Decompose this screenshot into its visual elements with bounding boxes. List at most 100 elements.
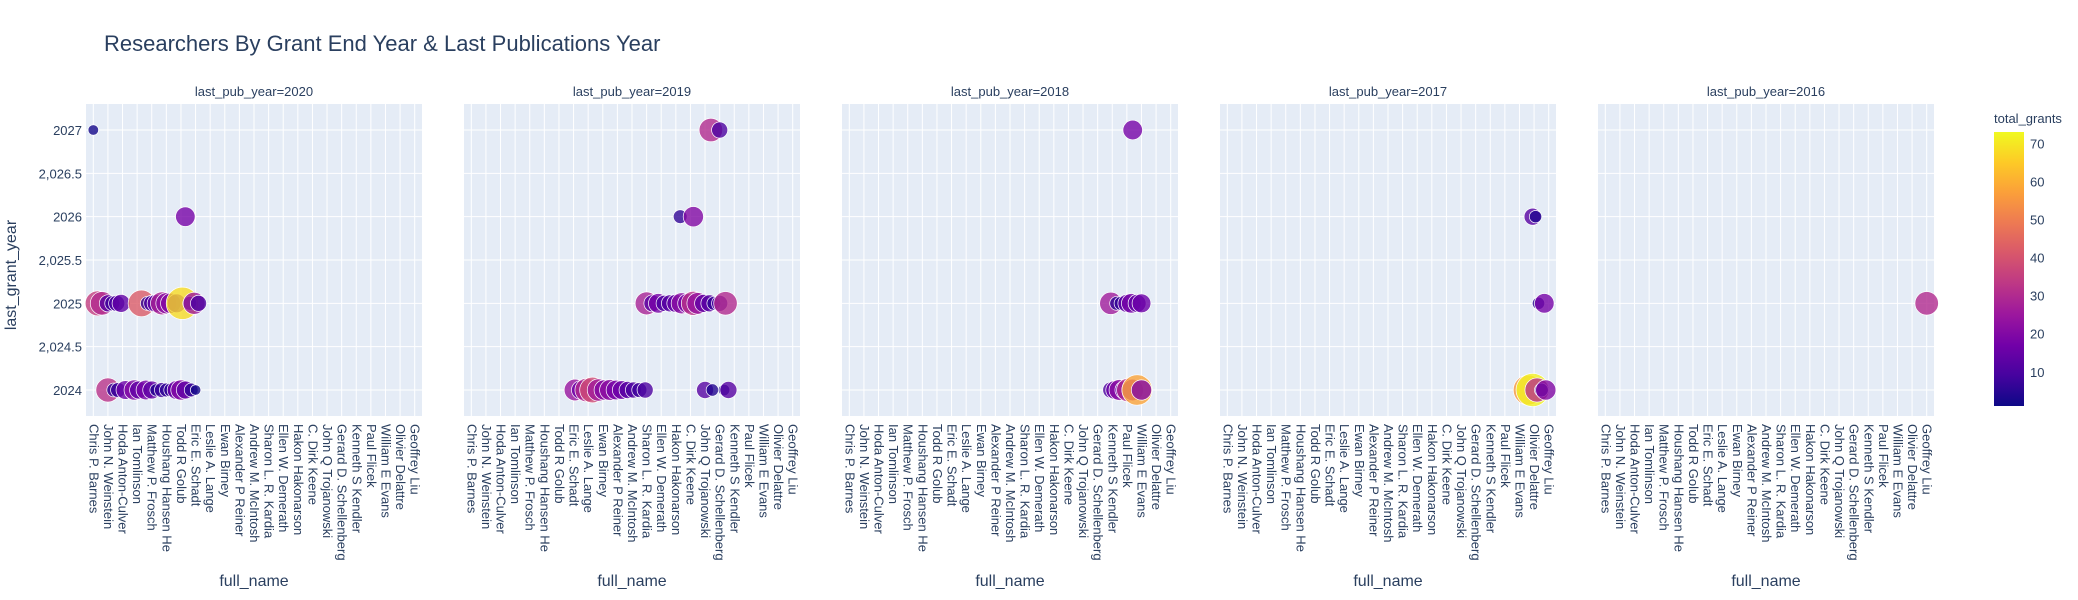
- data-point: [190, 294, 207, 312]
- x-tick-label: John Q Trojanowski: [1076, 424, 1091, 538]
- facet-panel: last_pub_year=2017 Chris P. Barnes John N.…: [1220, 84, 1557, 590]
- data-point: [1535, 379, 1557, 401]
- x-tick-label: Chris P. Barnes: [86, 424, 101, 514]
- x-axis-title: full_name: [1731, 573, 1800, 590]
- x-tick-label: Leslie A. Lange: [581, 424, 596, 513]
- x-tick-label: Geoffrey Liu: [1164, 424, 1179, 495]
- facet-title: last_pub_year=2017: [1329, 84, 1447, 99]
- x-tick-label: John N. Weinstein: [101, 424, 116, 529]
- data-point: [1534, 293, 1555, 314]
- data-point: [175, 206, 196, 227]
- x-tick-label: Alexander P Reiner: [1744, 424, 1759, 537]
- x-tick-label: Leslie A. Lange: [1715, 424, 1730, 513]
- x-tick-label: Sharon L. R. Kardia: [640, 424, 655, 539]
- x-tick-label: William E Evans: [378, 424, 393, 518]
- facet-title: last_pub_year=2018: [951, 84, 1069, 99]
- x-tick-label: Leslie A. Lange: [959, 424, 974, 513]
- x-tick-label: Hakon Hakonarson: [1425, 424, 1440, 535]
- x-tick-label: Gerard D. Schellenberg: [1091, 424, 1106, 561]
- y-tick-label: 2026: [53, 210, 82, 225]
- x-tick-label: Kenneth S Kendler: [1483, 424, 1498, 534]
- x-tick-label: C. Dirk Keene: [305, 424, 320, 505]
- x-tick-label: Ian Tomlinson: [1642, 424, 1657, 504]
- x-tick-label: Ewan Birney: [974, 424, 989, 497]
- x-tick-label: William E Evans: [1512, 424, 1527, 518]
- x-tick-label: Geoffrey Liu: [408, 424, 423, 495]
- x-tick-label: C. Dirk Keene: [1817, 424, 1832, 505]
- x-tick-label: Gerard D. Schellenberg: [1469, 424, 1484, 561]
- x-tick-label: William E Evans: [1890, 424, 1905, 518]
- x-tick-label: John Q Trojanowski: [698, 424, 713, 538]
- x-tick-label: Eric E. Schadt: [189, 424, 204, 507]
- x-tick-label: Hoda Anton-Culver: [872, 424, 887, 535]
- x-tick-label: Paul Flicek: [1876, 424, 1891, 488]
- x-tick-label: Andrew M. McIntosh: [1381, 424, 1396, 543]
- data-point: [189, 384, 202, 396]
- x-tick-label: Matthew P. Frosch: [523, 424, 538, 531]
- x-tick-label: Gerard D. Schellenberg: [1847, 424, 1862, 561]
- colorbar-tick-label: 40: [2030, 251, 2044, 266]
- x-tick-label: Matthew P. Frosch: [145, 424, 160, 531]
- x-tick-label: Hakon Hakonarson: [669, 424, 684, 535]
- x-tick-label: Hakon Hakonarson: [1803, 424, 1818, 535]
- x-tick-label: Ian Tomlinson: [508, 424, 523, 504]
- chart-title: Researchers By Grant End Year & Last Pub…: [104, 31, 660, 56]
- x-tick-label: Todd R Golub: [174, 424, 189, 504]
- x-tick-label: Todd R Golub: [552, 424, 567, 504]
- colorbar-gradient: [1994, 132, 2024, 406]
- x-tick-label: Ewan Birney: [596, 424, 611, 497]
- x-tick-label: Leslie A. Lange: [1337, 424, 1352, 513]
- x-tick-label: Olivier Delattre: [1149, 424, 1164, 510]
- x-tick-label: Ian Tomlinson: [130, 424, 145, 504]
- facet-title: last_pub_year=2016: [1707, 84, 1825, 99]
- x-tick-label: Geoffrey Liu: [1920, 424, 1935, 495]
- x-tick-label: Chris P. Barnes: [1598, 424, 1613, 514]
- colorbar-tick-label: 60: [2030, 174, 2044, 189]
- x-tick-label: Ewan Birney: [218, 424, 233, 497]
- x-tick-label: Andrew M. McIntosh: [625, 424, 640, 543]
- data-point: [682, 206, 704, 228]
- x-tick-label: Houshang Hansen He: [537, 424, 552, 552]
- y-axis-title: last_grant_year: [3, 219, 20, 330]
- colorbar-tick-label: 70: [2030, 136, 2044, 151]
- x-tick-label: John N. Weinstein: [857, 424, 872, 529]
- facet-title: last_pub_year=2020: [195, 84, 313, 99]
- x-tick-label: John N. Weinstein: [479, 424, 494, 529]
- x-tick-label: William E Evans: [1134, 424, 1149, 518]
- x-tick-label: Hoda Anton-Culver: [494, 424, 509, 535]
- x-tick-label: Hakon Hakonarson: [291, 424, 306, 535]
- x-tick-label: Hoda Anton-Culver: [116, 424, 131, 535]
- facet-title: last_pub_year=2019: [573, 84, 691, 99]
- colorbar-tick-label: 20: [2030, 327, 2044, 342]
- x-tick-label: C. Dirk Keene: [1061, 424, 1076, 505]
- x-tick-label: Olivier Delattre: [1905, 424, 1920, 510]
- data-point: [1914, 291, 1939, 316]
- x-tick-label: Alexander P Reiner: [232, 424, 247, 537]
- x-tick-label: Ellen W. Demerath: [1788, 424, 1803, 532]
- y-tick-label: 2,024.5: [39, 340, 82, 355]
- x-tick-label: Paul Flicek: [742, 424, 757, 488]
- x-tick-label: Sharon L. R. Kardia: [1396, 424, 1411, 539]
- x-tick-label: Alexander P Reiner: [610, 424, 625, 537]
- x-axis-title: full_name: [975, 573, 1044, 590]
- x-tick-label: Leslie A. Lange: [203, 424, 218, 513]
- x-tick-label: John Q Trojanowski: [1454, 424, 1469, 538]
- data-point: [711, 121, 729, 139]
- x-tick-label: Hakon Hakonarson: [1047, 424, 1062, 535]
- x-tick-label: Andrew M. McIntosh: [1759, 424, 1774, 543]
- x-tick-label: John N. Weinstein: [1613, 424, 1628, 529]
- colorbar-tick-label: 50: [2030, 213, 2044, 228]
- facet-panel: last_pub_year=2016 Chris P. Barnes John N.…: [1598, 84, 1939, 590]
- x-tick-label: Ellen W. Demerath: [276, 424, 291, 532]
- x-tick-label: Paul Flicek: [1498, 424, 1513, 488]
- x-tick-label: Ewan Birney: [1730, 424, 1745, 497]
- data-point: [1122, 119, 1143, 141]
- x-tick-label: C. Dirk Keene: [683, 424, 698, 505]
- x-tick-label: Matthew P. Frosch: [901, 424, 916, 531]
- y-tick-label: 2024: [53, 383, 82, 398]
- x-tick-label: John Q Trojanowski: [320, 424, 335, 538]
- x-tick-label: Ian Tomlinson: [1264, 424, 1279, 504]
- x-tick-label: Chris P. Barnes: [1220, 424, 1235, 514]
- facet-panel: last_pub_year=2018 Chris P. Barnes John N.…: [842, 84, 1179, 590]
